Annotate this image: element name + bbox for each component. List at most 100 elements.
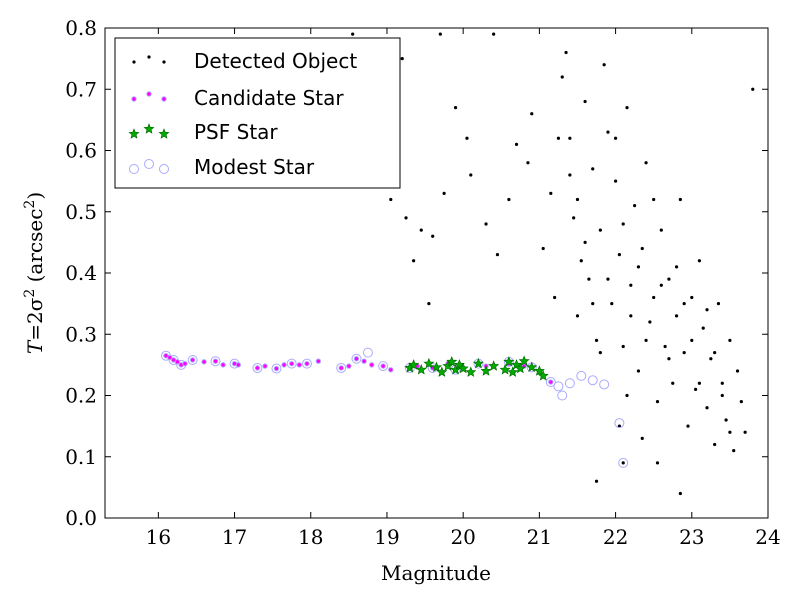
detected-object-point (492, 32, 496, 36)
detected-object-point (701, 326, 705, 330)
detected-object-point (682, 302, 686, 306)
detected-object-point (659, 228, 663, 232)
detected-object-point (427, 302, 431, 306)
psf-star-point (457, 362, 469, 374)
x-tick-label: 24 (755, 525, 780, 549)
detected-object-point (663, 344, 667, 349)
detected-object-point (697, 259, 702, 263)
candidate-star-point (296, 362, 303, 368)
modest-star-point (557, 390, 568, 401)
detected-object-point (553, 295, 557, 300)
detected-object-point (697, 381, 702, 385)
detected-object-point (568, 173, 572, 177)
detected-object-point (594, 338, 599, 342)
detected-object-point (633, 204, 637, 208)
detected-object-point (751, 87, 755, 91)
modest-star-point (351, 353, 362, 364)
detected-object-point (674, 265, 679, 269)
detected-object-point (613, 179, 618, 183)
legend-psf-star-marker (143, 123, 155, 134)
detected-object-point (606, 277, 610, 281)
detected-object-point (671, 381, 675, 385)
candidate-star-point (361, 358, 367, 364)
candidate-star-point (182, 360, 188, 367)
detected-object-point (621, 461, 625, 465)
candidate-star-point (369, 362, 375, 368)
modest-star-point (362, 347, 373, 358)
detected-object-point (713, 351, 717, 355)
legend-label-detected-object: Detected Object (194, 49, 357, 73)
legend-label-psf-star: PSF Star (194, 120, 278, 144)
detected-object-point (743, 430, 747, 434)
detected-object-point (690, 295, 694, 300)
detected-object-point (690, 338, 694, 342)
detected-object-point (667, 277, 671, 281)
detected-object-point (640, 246, 644, 251)
psf-star-point (514, 362, 526, 374)
candidate-star-point (167, 354, 173, 361)
candidate-star-point (281, 362, 287, 368)
legend-psf-star-marker (158, 128, 170, 139)
detected-object-point (678, 197, 682, 202)
x-tick-label: 21 (527, 525, 552, 549)
modest-star-point (301, 358, 312, 369)
detected-object-point (564, 50, 568, 55)
legend-box (114, 37, 401, 189)
detected-object-point (617, 253, 621, 257)
candidate-star-point (254, 365, 261, 371)
detected-object-point (621, 222, 625, 226)
legend-swatch-psf-star (128, 123, 170, 139)
y-tick-label: 0.4 (65, 261, 97, 285)
detected-object-point (636, 369, 641, 373)
detected-object-point (739, 400, 743, 404)
detected-object-point (625, 106, 629, 110)
y-tick-label: 0.8 (65, 16, 97, 40)
y-axis-ticks: 0.0 0.1 0.2 0.3 0.4 0.5 0.6 0.7 0.8 (65, 16, 768, 530)
psf-star-point (415, 363, 427, 375)
detected-object-point (655, 461, 660, 465)
candidate-star-points (163, 352, 554, 385)
candidate-star-point (353, 356, 360, 362)
detected-object-point (629, 283, 633, 287)
detected-object-point (351, 32, 355, 36)
detected-object-point (438, 32, 442, 36)
detected-object-point (709, 357, 713, 361)
x-tick-label: 18 (298, 525, 323, 549)
detected-object-point (659, 283, 663, 287)
legend-swatch-candidate-star (131, 91, 167, 102)
detected-object-points (320, 32, 755, 496)
detected-object-point (568, 136, 572, 140)
modest-star-point (553, 381, 564, 392)
modest-star-point (587, 375, 598, 386)
detected-object-point (560, 75, 564, 79)
detected-object-point (606, 130, 610, 134)
candidate-star-point (235, 362, 242, 368)
detected-object-point (636, 265, 641, 269)
candidate-star-point (346, 363, 352, 369)
y-tick-label: 0.5 (65, 200, 97, 224)
detected-object-point (705, 406, 709, 410)
psf-star-point (526, 361, 538, 373)
detected-object-point (598, 228, 602, 232)
detected-object-point (644, 161, 648, 165)
psf-star-point (472, 357, 484, 369)
detected-object-point (652, 295, 656, 300)
y-tick-label: 0.7 (65, 77, 97, 101)
detected-object-point (400, 57, 404, 61)
modest-star-point (576, 370, 587, 381)
detected-object-point (469, 173, 473, 177)
detected-object-point (655, 400, 660, 404)
detected-object-point (716, 302, 721, 306)
x-axis-ticks: 16 17 18 19 20 21 22 23 24 (146, 28, 781, 549)
x-axis-label: Magnitude (381, 561, 491, 585)
candidate-star-point (174, 359, 181, 365)
detected-object-point (625, 393, 629, 398)
detected-object-point (682, 351, 686, 355)
detected-object-point (686, 424, 690, 428)
detected-object-point (732, 449, 736, 453)
x-tick-label: 16 (146, 525, 171, 549)
detected-object-point (610, 302, 614, 306)
detected-object-point (541, 246, 545, 251)
x-tick-label: 17 (222, 525, 247, 549)
detected-object-point (526, 161, 530, 165)
